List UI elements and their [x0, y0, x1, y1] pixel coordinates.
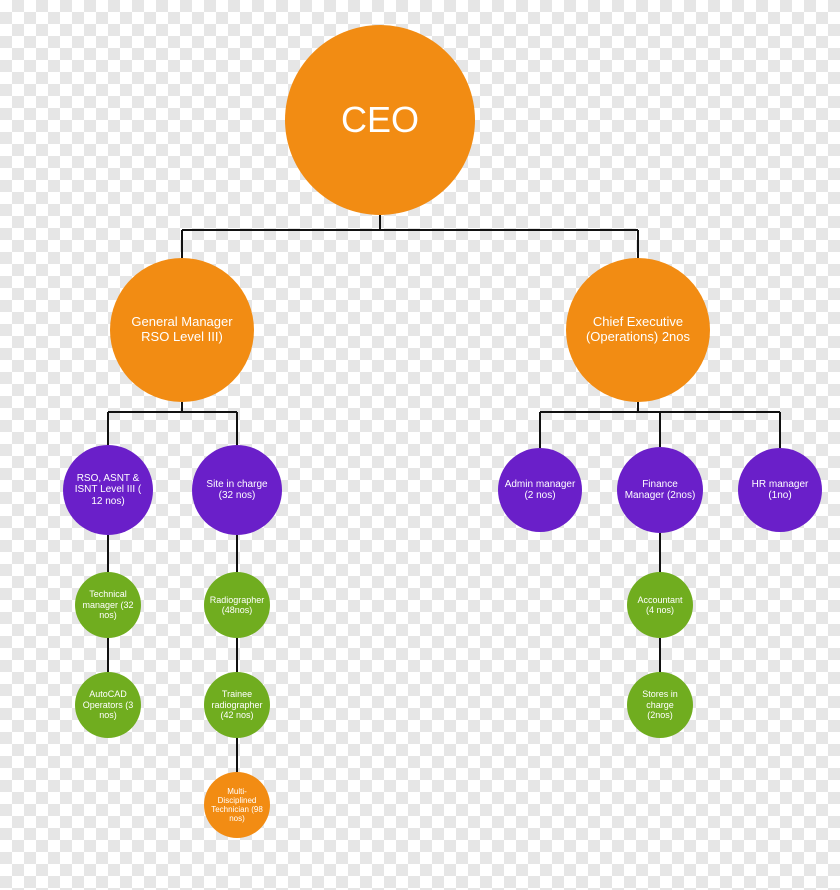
node-radiographer: Radiographer (48nos)	[204, 572, 270, 638]
node-accountant: Accountant (4 nos)	[627, 572, 693, 638]
node-multi_disc: Multi-Disciplined Technician (98 nos)	[204, 772, 270, 838]
node-ce_ops: Chief Executive (Operations) 2nos	[566, 258, 710, 402]
node-admin_mgr: Admin manager (2 nos)	[498, 448, 582, 532]
node-trainee: Trainee radiographer (42 nos)	[204, 672, 270, 738]
node-stores: Stores in charge (2nos)	[627, 672, 693, 738]
node-hr_mgr: HR manager (1no)	[738, 448, 822, 532]
node-autocad: AutoCAD Operators (3 nos)	[75, 672, 141, 738]
node-site_in_charge: Site in charge (32 nos)	[192, 445, 282, 535]
node-ceo: CEO	[285, 25, 475, 215]
node-tech_mgr: Technical manager (32 nos)	[75, 572, 141, 638]
node-finance_mgr: Finance Manager (2nos)	[617, 447, 703, 533]
node-rso_asnt: RSO, ASNT & ISNT Level III ( 12 nos)	[63, 445, 153, 535]
node-gm: General Manager RSO Level III)	[110, 258, 254, 402]
